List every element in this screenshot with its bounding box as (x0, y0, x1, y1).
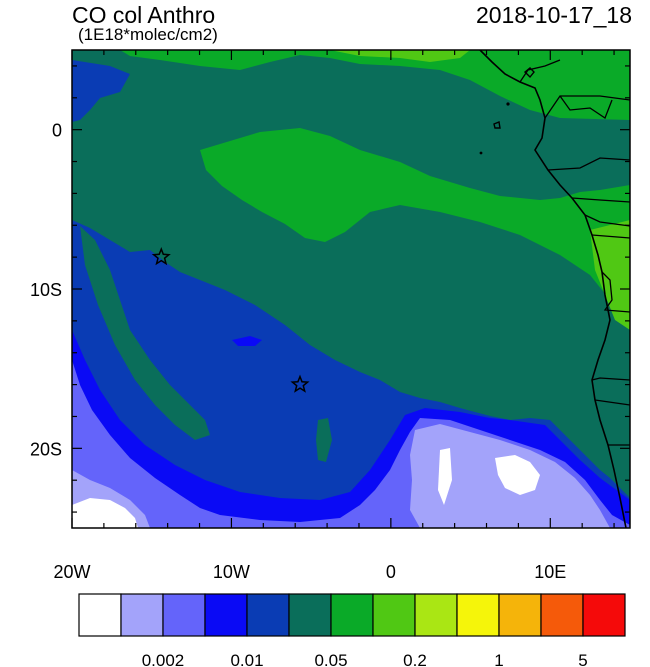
map-units: (1E18*molec/cm2) (78, 25, 218, 44)
x-tick-label: 20W (53, 562, 90, 582)
colorbar-swatch (288, 593, 332, 637)
star-marker-st-helena (290, 374, 310, 393)
colorbar-label: 5 (578, 651, 587, 667)
axis-tick-labels: 20W 10W 0 10E 0 10S 20S (30, 121, 566, 582)
map-datetime: 2018-10-17_18 (475, 2, 632, 28)
island-dot (506, 102, 510, 106)
field-blue-patch (232, 336, 262, 346)
colorbar-swatch (414, 593, 458, 637)
y-tick-label: 10S (30, 280, 62, 300)
colorbar-swatch (582, 593, 626, 637)
field-teal-tongue (80, 226, 210, 440)
field-white-patch-2 (438, 448, 452, 505)
field-green-central (200, 128, 630, 330)
y-tick-label: 20S (30, 439, 62, 459)
field-lightgreen-north (330, 50, 470, 62)
co-field (72, 50, 630, 528)
field-teal-island (316, 418, 332, 462)
lake-outline (493, 67, 535, 129)
x-tick-label: 10E (534, 562, 566, 582)
y-tick-label: 0 (52, 121, 62, 141)
colorbar-swatch (204, 593, 248, 637)
field-white-patch (495, 455, 540, 495)
x-tick-label: 0 (386, 562, 396, 582)
colorbar-swatch (78, 593, 122, 637)
colorbar-swatch (540, 593, 584, 637)
colorbar-label: 1 (494, 651, 503, 667)
colorbar-swatch (456, 593, 500, 637)
colorbar-label: 0.002 (142, 651, 185, 667)
country-borders (519, 59, 630, 446)
field-green-north (120, 50, 630, 120)
island-dot (479, 151, 483, 155)
star-marker-ascension (151, 247, 171, 266)
colorbar-swatch (498, 593, 542, 637)
field-white-sw (72, 498, 138, 528)
colorbar-swatch (330, 593, 374, 637)
colorbar-swatch (162, 593, 206, 637)
x-tick-label: 10W (213, 562, 250, 582)
colorbar-label: 0.01 (230, 651, 263, 667)
colorbar: 0.002 0.01 0.05 0.2 1 5 (78, 593, 626, 667)
map-title: CO col Anthro (72, 2, 216, 28)
axis-ticks (71, 50, 630, 528)
colorbar-swatch (246, 593, 290, 637)
colorbar-label: 0.05 (314, 651, 347, 667)
colorbar-swatch (120, 593, 164, 637)
field-lightgreen-coast (590, 220, 630, 330)
colorbar-label: 0.2 (403, 651, 427, 667)
station-markers (151, 247, 310, 393)
colorbar-swatch (372, 593, 416, 637)
field-blue-nw (72, 60, 130, 122)
